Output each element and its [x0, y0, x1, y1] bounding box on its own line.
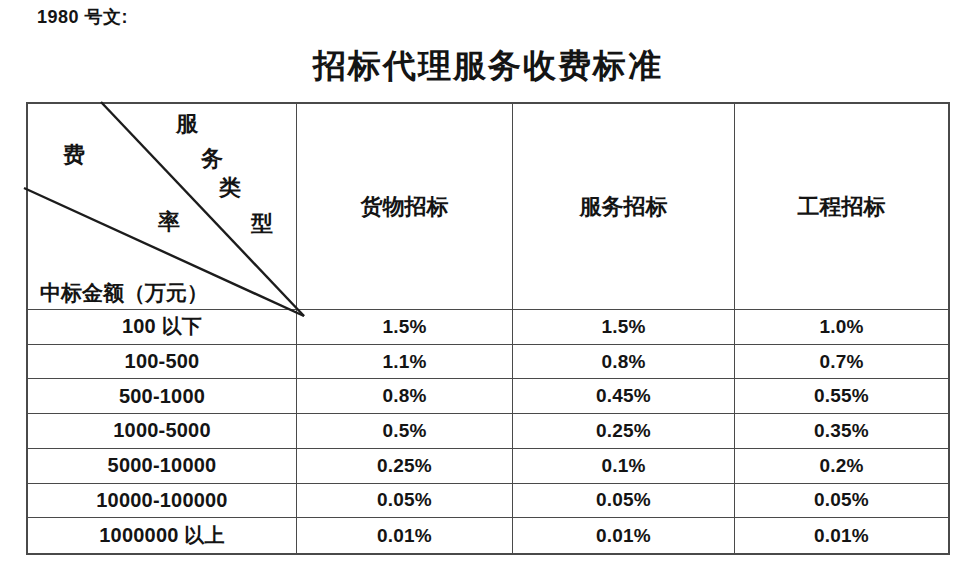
row-range-label: 10000-100000	[28, 484, 297, 519]
page-title: 招标代理服务收费标准	[0, 44, 976, 89]
column-header-goods: 货物招标	[297, 104, 513, 310]
corner-char-service-4: 型	[251, 213, 273, 235]
fee-rate-value: 0.05%	[513, 484, 735, 519]
table-corner-cell: 服 费 务 类 率 型 中标金额（万元）	[28, 104, 297, 310]
row-range-label: 100 以下	[28, 310, 297, 345]
fee-rate-value: 0.8%	[297, 379, 513, 414]
fee-rate-value: 0.2%	[735, 449, 948, 484]
fee-rate-value: 0.05%	[297, 484, 513, 519]
fee-rate-value: 0.01%	[297, 518, 513, 553]
row-range-label: 5000-10000	[28, 449, 297, 484]
fee-rate-value: 0.35%	[735, 414, 948, 449]
fee-rate-value: 1.0%	[735, 310, 948, 345]
corner-char-service-2: 务	[201, 148, 223, 170]
fee-standard-table: 服 费 务 类 率 型 中标金额（万元） 货物招标 服务招标 工程招标 100 …	[26, 102, 950, 555]
fee-rate-value: 0.05%	[735, 484, 948, 519]
corner-char-fee-2: 率	[158, 211, 180, 233]
corner-char-service-1: 服	[176, 113, 198, 135]
fee-rate-value: 0.5%	[297, 414, 513, 449]
document-ref-label: 1980 号文:	[37, 5, 128, 29]
fee-rate-value: 0.1%	[513, 449, 735, 484]
corner-amount-label: 中标金额（万元）	[40, 279, 208, 307]
row-range-label: 1000000 以上	[28, 518, 297, 553]
row-range-label: 100-500	[28, 345, 297, 380]
fee-rate-value: 1.5%	[513, 310, 735, 345]
document-page: 1980 号文: 招标代理服务收费标准 服 费 务 类 率 型 中标金额（万元）…	[0, 0, 976, 581]
corner-char-fee-1: 费	[63, 144, 85, 166]
fee-rate-value: 0.45%	[513, 379, 735, 414]
fee-rate-value: 1.5%	[297, 310, 513, 345]
fee-rate-value: 0.01%	[513, 518, 735, 553]
corner-char-service-3: 类	[219, 177, 241, 199]
column-header-engineering: 工程招标	[735, 104, 948, 310]
fee-rate-value: 0.55%	[735, 379, 948, 414]
row-range-label: 500-1000	[28, 379, 297, 414]
fee-rate-value: 1.1%	[297, 345, 513, 380]
column-header-service: 服务招标	[513, 104, 735, 310]
row-range-label: 1000-5000	[28, 414, 297, 449]
fee-rate-value: 0.7%	[735, 345, 948, 380]
fee-rate-value: 0.25%	[297, 449, 513, 484]
fee-rate-value: 0.8%	[513, 345, 735, 380]
fee-rate-value: 0.01%	[735, 518, 948, 553]
fee-rate-value: 0.25%	[513, 414, 735, 449]
